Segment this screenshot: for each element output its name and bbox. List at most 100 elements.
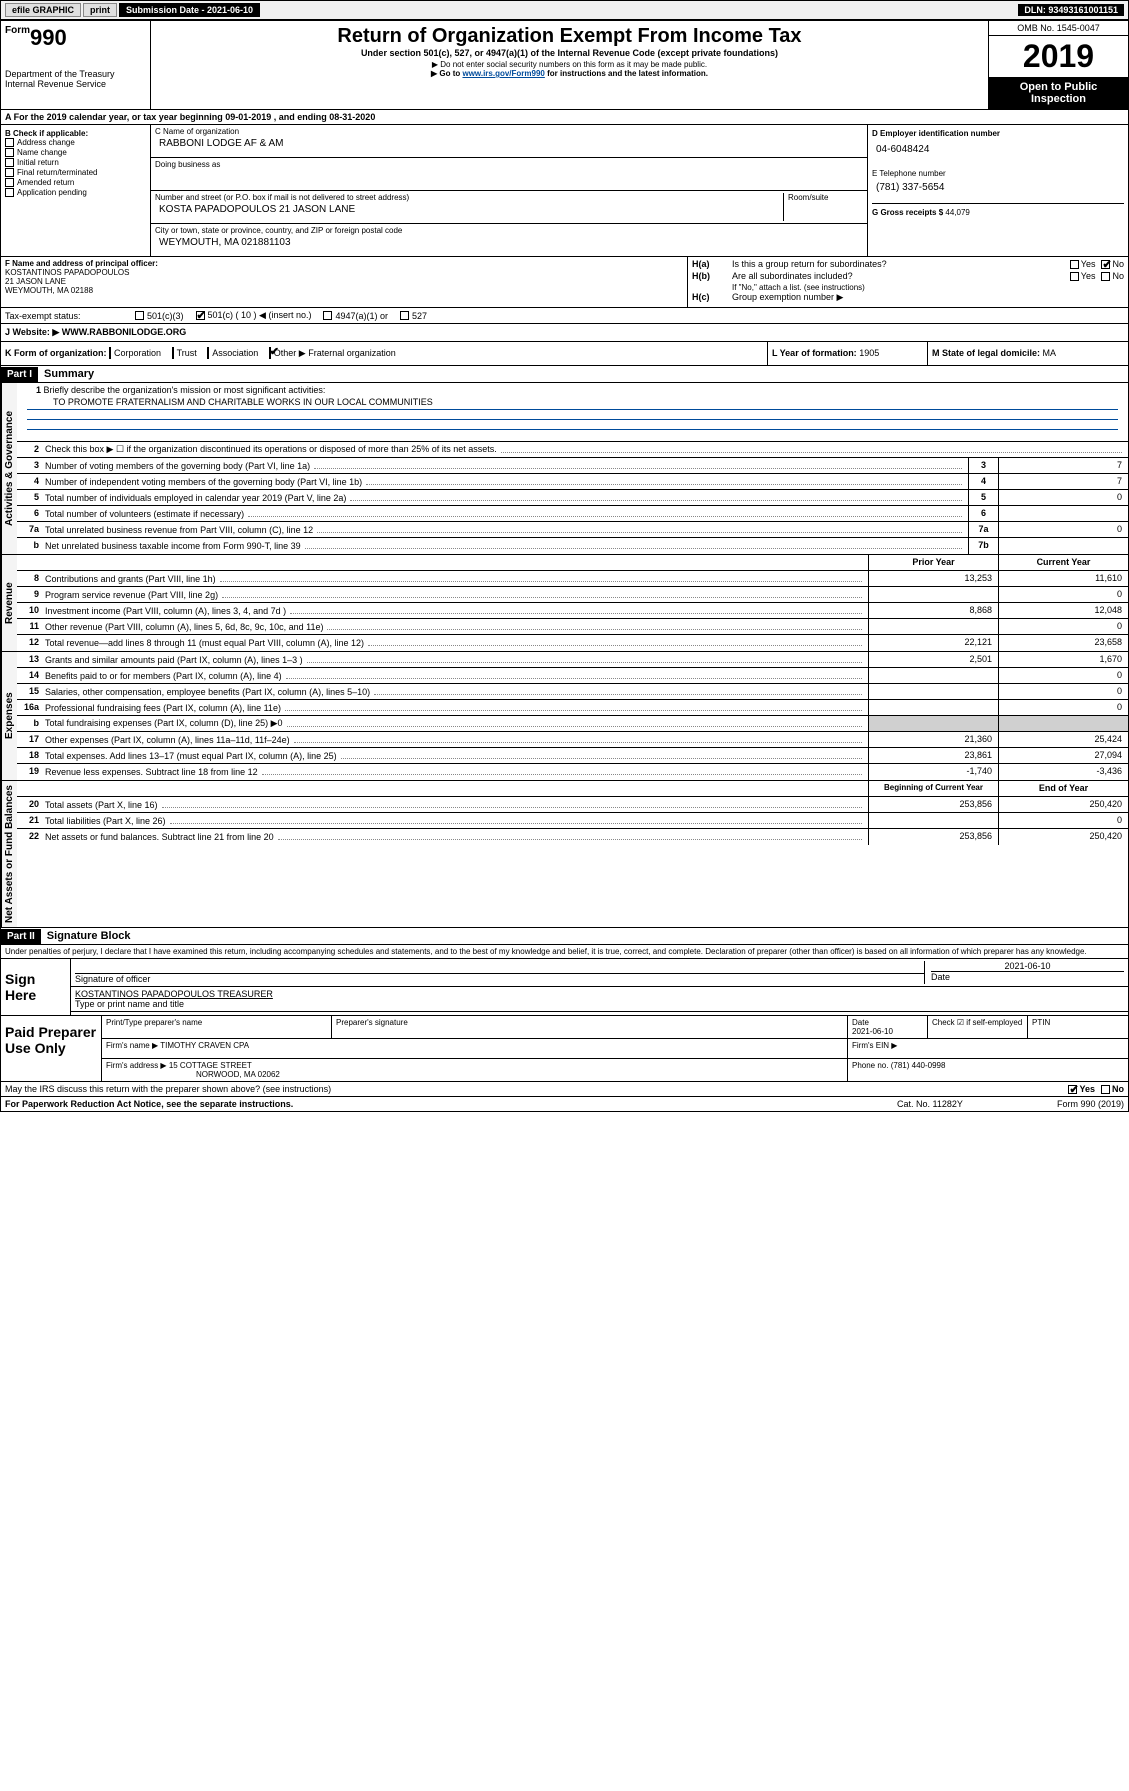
tax-year: 2019 [989,36,1128,77]
tel-value: (781) 337-5654 [872,178,1124,203]
current-val: 25,424 [998,732,1128,747]
print-button[interactable]: print [83,3,117,17]
submission-date-btn[interactable]: Submission Date - 2021-06-10 [119,3,260,17]
chk-other[interactable] [269,347,271,359]
chk-527[interactable] [400,311,409,320]
lbl-assoc: Association [212,348,258,358]
chk-corp[interactable] [109,347,111,359]
discuss-row: May the IRS discuss this return with the… [1,1082,1128,1097]
mission-num: 1 [21,385,41,395]
m-value: MA [1043,348,1057,358]
lbl-4947: 4947(a)(1) or [335,311,388,321]
chk-assoc[interactable] [207,347,209,359]
lbl-527: 527 [412,311,427,321]
irs-link[interactable]: www.irs.gov/Form990 [462,69,544,78]
ha-label: Is this a group return for subordinates? [732,259,1058,269]
prior-val: 21,360 [868,732,998,747]
website-label: J Website: ▶ [5,327,59,337]
cat-no: Cat. No. 11282Y [897,1099,1057,1109]
lbl-initial-return: Initial return [17,158,59,167]
chk-address-change[interactable] [5,138,14,147]
room-label: Room/suite [788,193,828,202]
row-f-h: F Name and address of principal officer:… [1,257,1128,308]
paid-preparer-label: Paid Preparer Use Only [1,1016,101,1081]
declaration-text: Under penalties of perjury, I declare th… [1,945,1128,958]
current-val: 12,048 [998,603,1128,618]
chk-4947[interactable] [323,311,332,320]
line-desc: Revenue less expenses. Subtract line 18 … [43,764,868,780]
prep-name-hdr: Print/Type preparer's name [102,1016,332,1038]
chk-final-return[interactable] [5,168,14,177]
line-desc: Total expenses. Add lines 13–17 (must eq… [43,748,868,763]
gov-line: 2 Check this box ▶ ☐ if the organization… [17,442,1128,458]
firm-name-lbl: Firm's name ▶ [106,1041,158,1050]
line-num: 14 [17,668,43,683]
k-label: K Form of organization: [5,348,107,358]
website-row: J Website: ▶ WWW.RABBONILODGE.ORG [1,324,1128,342]
current-val: 0 [998,619,1128,634]
line-val: 7 [998,474,1128,489]
line-desc: Number of voting members of the governin… [43,458,968,473]
goto-notice: ▶ Go to www.irs.gov/Form990 for instruct… [155,69,984,78]
hb-no[interactable] [1101,272,1110,281]
line-box: 7b [968,538,998,554]
line-val: 0 [998,522,1128,537]
line-num: 2 [17,442,43,457]
prep-ptin: PTIN [1028,1016,1128,1038]
expenses-block: Expenses 13 Grants and similar amounts p… [1,652,1128,781]
lbl-amended: Amended return [17,178,74,187]
gov-line: 7a Total unrelated business revenue from… [17,522,1128,538]
prior-val [868,716,998,731]
data-line: 10 Investment income (Part VIII, column … [17,603,1128,619]
efile-button[interactable]: efile GRAPHIC [5,3,81,17]
line-desc: Benefits paid to or for members (Part IX… [43,668,868,683]
chk-amended[interactable] [5,178,14,187]
form-word: Form [5,25,30,36]
chk-name-change[interactable] [5,148,14,157]
hdr-blank [17,555,43,570]
line-desc: Net unrelated business taxable income fr… [43,538,968,554]
line-box: 7a [968,522,998,537]
ha-yes[interactable] [1070,260,1079,269]
part2-title: Signature Block [41,928,137,944]
net-hdr-blank2 [43,781,868,796]
ha-no[interactable] [1101,260,1110,269]
hb-yes[interactable] [1070,272,1079,281]
hb-label: Are all subordinates included? [732,271,1058,281]
line-num: 21 [17,813,43,828]
line-num: 17 [17,732,43,747]
prior-val [868,668,998,683]
form-subtitle: Under section 501(c), 527, or 4947(a)(1)… [155,48,984,58]
line-desc: Total number of individuals employed in … [43,490,968,505]
col-b-label: B Check if applicable: [5,129,146,138]
firm-addr-lbl: Firm's address ▶ [106,1061,167,1070]
chk-trust[interactable] [172,347,174,359]
sig-date-label: Date [931,971,1124,982]
gov-line: 4 Number of independent voting members o… [17,474,1128,490]
line-val [998,538,1128,554]
line-num: 7a [17,522,43,537]
chk-app-pending[interactable] [5,188,14,197]
chk-501c3[interactable] [135,311,144,320]
chk-501c[interactable] [196,311,205,320]
line-desc: Investment income (Part VIII, column (A)… [43,603,868,618]
current-val: 11,610 [998,571,1128,586]
prep-selfemp: Check ☑ if self-employed [928,1016,1028,1038]
line-num: 12 [17,635,43,651]
dba-label: Doing business as [155,160,220,169]
lbl-address-change: Address change [17,138,75,147]
line-num: 4 [17,474,43,489]
hdr-blank2 [43,555,868,570]
current-val: 250,420 [998,797,1128,812]
discuss-yes[interactable] [1068,1085,1077,1094]
discuss-no[interactable] [1101,1085,1110,1094]
lbl-501c: 501(c) ( 10 ) ◀ (insert no.) [208,310,312,321]
chk-initial-return[interactable] [5,158,14,167]
paid-preparer-block: Paid Preparer Use Only Print/Type prepar… [1,1016,1128,1082]
hb-note: If "No," attach a list. (see instruction… [692,283,1124,292]
prior-val: 23,861 [868,748,998,763]
column-d: D Employer identification number 04-6048… [868,125,1128,256]
line-num: 10 [17,603,43,618]
pra-notice: For Paperwork Reduction Act Notice, see … [5,1099,897,1109]
line-desc: Grants and similar amounts paid (Part IX… [43,652,868,667]
